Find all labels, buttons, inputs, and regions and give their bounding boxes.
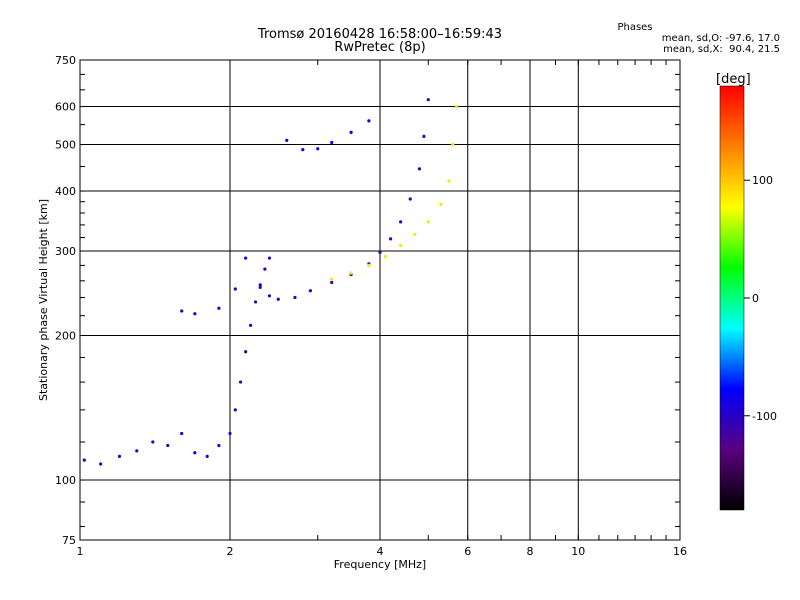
y-axis-ticks: 75 100 200 300 400 500 600 750: [55, 54, 680, 547]
data-point: [244, 350, 248, 354]
data-point: [426, 220, 430, 224]
x-tick-label: 1: [77, 545, 84, 558]
data-point: [267, 256, 272, 260]
colorbar-ticks: -100 0 100: [744, 174, 777, 423]
data-point: [217, 443, 221, 448]
data-point: [180, 431, 184, 436]
x-tick-label: 10: [571, 545, 585, 558]
x-axis-ticks: 1 2 4 6 8 10 16: [77, 60, 687, 558]
colorbar-tick-label: 0: [752, 292, 759, 305]
colorbar-tick-label: -100: [752, 410, 777, 423]
data-point: [193, 312, 197, 316]
colorbar-label: [deg]: [716, 72, 751, 87]
data-point: [451, 142, 455, 147]
x-tick-label: 6: [464, 545, 471, 558]
data-point: [330, 277, 334, 281]
data-point: [349, 130, 353, 134]
data-point: [193, 451, 197, 455]
y-axis-label: Stationary phase Virtual Height [km]: [37, 199, 50, 401]
data-point: [383, 255, 387, 259]
data-point: [258, 283, 262, 287]
data-point: [413, 232, 417, 236]
data-point: [135, 449, 139, 453]
y-tick-label: 600: [55, 101, 76, 114]
data-point: [426, 98, 430, 102]
data-point: [367, 263, 371, 267]
x-tick-label: 8: [527, 545, 534, 558]
data-point: [455, 104, 459, 109]
x-tick-label: 4: [377, 545, 384, 558]
data-point: [249, 323, 253, 327]
data-point: [285, 138, 289, 142]
data-point: [417, 167, 422, 171]
data-point: [99, 462, 103, 466]
x-tick-label: 2: [227, 545, 234, 558]
data-point: [330, 280, 334, 285]
y-tick-label: 200: [55, 330, 76, 343]
data-point: [447, 179, 451, 183]
phase-stats-o: mean, sd,O: -97.6, 17.0: [661, 33, 780, 44]
data-point: [422, 134, 426, 138]
data-point: [439, 202, 443, 207]
data-point: [233, 408, 237, 412]
y-tick-label: 100: [55, 474, 76, 487]
data-point: [388, 237, 393, 241]
data-points: [82, 98, 459, 466]
phases-heading: Phases: [617, 22, 653, 33]
x-axis-label: Frequency [MHz]: [334, 558, 426, 571]
colorbar-tick-label: 100: [752, 174, 773, 187]
y-tick-label: 400: [55, 185, 76, 198]
data-point: [217, 306, 221, 310]
y-tick-label: 75: [62, 534, 76, 547]
data-point: [349, 271, 353, 275]
phase-stats-x: mean, sd,X: 90.4, 21.5: [663, 44, 780, 55]
data-point: [180, 309, 184, 313]
data-point: [378, 250, 382, 255]
y-tick-label: 500: [55, 139, 76, 152]
y-tick-label: 300: [55, 245, 76, 258]
data-point: [263, 267, 267, 271]
data-point: [117, 454, 122, 459]
chart-subtitle: RwPretec (8p): [334, 40, 426, 55]
x-tick-label: 16: [673, 545, 687, 558]
data-point: [244, 256, 248, 260]
chart-title: Tromsø 20160428 16:58:00–16:59:43: [257, 27, 503, 42]
data-point: [399, 220, 403, 224]
data-point: [330, 140, 334, 145]
data-point: [151, 440, 155, 444]
data-point: [253, 300, 258, 304]
gridlines: [80, 60, 680, 540]
data-point: [293, 295, 297, 300]
data-point: [399, 243, 403, 248]
data-point: [205, 454, 209, 459]
data-point: [228, 431, 232, 436]
data-point: [82, 458, 86, 462]
data-point: [238, 380, 243, 384]
data-point: [308, 289, 313, 293]
data-point: [367, 119, 371, 123]
data-point: [267, 294, 272, 298]
data-point: [258, 285, 262, 289]
data-point: [408, 197, 412, 201]
data-point: [276, 297, 280, 301]
data-point: [166, 443, 170, 448]
y-tick-label: 750: [55, 54, 76, 67]
colorbar: [719, 85, 745, 511]
data-point: [233, 287, 237, 291]
data-point: [316, 147, 320, 151]
data-point: [301, 147, 305, 152]
